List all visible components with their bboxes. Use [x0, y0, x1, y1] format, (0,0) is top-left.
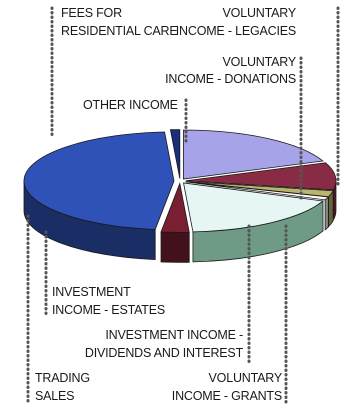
pie-slice-0 [182, 129, 324, 180]
slice-label-6-1: RESIDENTIAL CARE [61, 24, 178, 38]
slice-label-2-1: INCOME - GRANTS [172, 389, 282, 403]
slice-label-6-0: FEES FOR [61, 6, 122, 20]
slice-label-5-1: SALES [35, 389, 74, 403]
slice-label-1-1: INCOME - DONATIONS [165, 72, 296, 86]
slice-label-4-0: INVESTMENT [52, 285, 131, 299]
pie-side-walls [23, 180, 337, 263]
pie-slice-1 [185, 162, 337, 191]
slice-label-3-1: DIVIDENDS AND INTEREST [85, 346, 244, 360]
slice-label-4-1: INCOME - ESTATES [52, 303, 165, 317]
pie-slice-6 [23, 131, 175, 230]
slice-label-0-1: INCOME - LEGACIES [176, 24, 296, 38]
slice-labels: VOLUNTARY INCOME - LEGACIES VOLUNTARY INCOM… [35, 6, 297, 403]
slice-label-7-0: OTHER INCOME [83, 98, 178, 112]
slice-label-2-0: VOLUNTARY [209, 371, 283, 385]
pie-slice-5 [160, 181, 190, 233]
pie-top-faces [23, 129, 337, 233]
pie-slice-4 [183, 182, 324, 233]
pie-wall-3 [324, 195, 329, 231]
slice-label-3-0: INVESTMENT INCOME - [105, 328, 243, 342]
pie-wall-5 [160, 231, 190, 263]
pie-slice-3 [185, 181, 330, 201]
pie-slice-7 [169, 129, 181, 179]
slice-label-0-0: VOLUNTARY [223, 6, 297, 20]
slice-label-5-0: TRADING [35, 371, 90, 385]
slice-label-1-0: VOLUNTARY [223, 55, 297, 69]
label-leader-lines [26, 6, 340, 406]
